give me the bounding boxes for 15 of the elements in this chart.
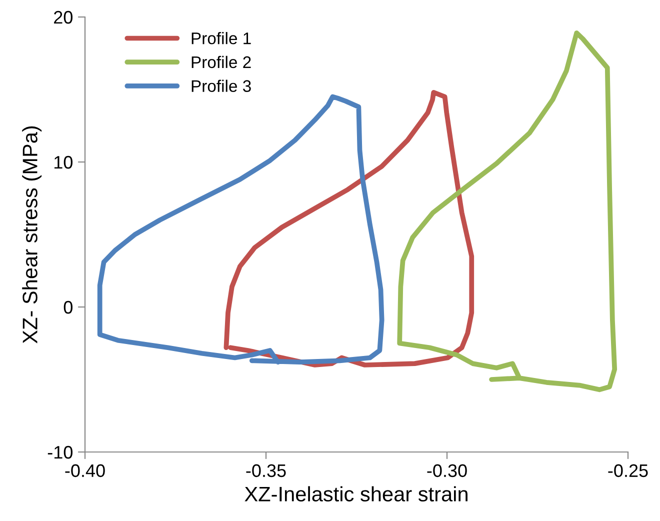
y-tick-label: 10	[54, 156, 72, 169]
y-tick-label: 0	[64, 300, 72, 314]
line-series	[97, 94, 384, 365]
legend-label: Profile 2	[192, 56, 251, 68]
x-tick-label: -0.35	[246, 464, 286, 478]
line-series	[397, 30, 618, 392]
x-tick-label: -0.25	[608, 464, 648, 478]
y-axis-title: XZ- Shear stress (MPa)	[22, 126, 42, 344]
x-tick-label: -0.40	[65, 464, 105, 478]
x-axis-title: XZ-Inelastic shear strain	[244, 486, 468, 502]
legend-label: Profile 1	[192, 32, 251, 44]
legend-label: Profile 3	[192, 80, 251, 92]
y-tick-label: -10	[48, 446, 72, 459]
y-tick-label: 20	[54, 10, 72, 24]
x-tick-label: -0.30	[427, 464, 467, 478]
